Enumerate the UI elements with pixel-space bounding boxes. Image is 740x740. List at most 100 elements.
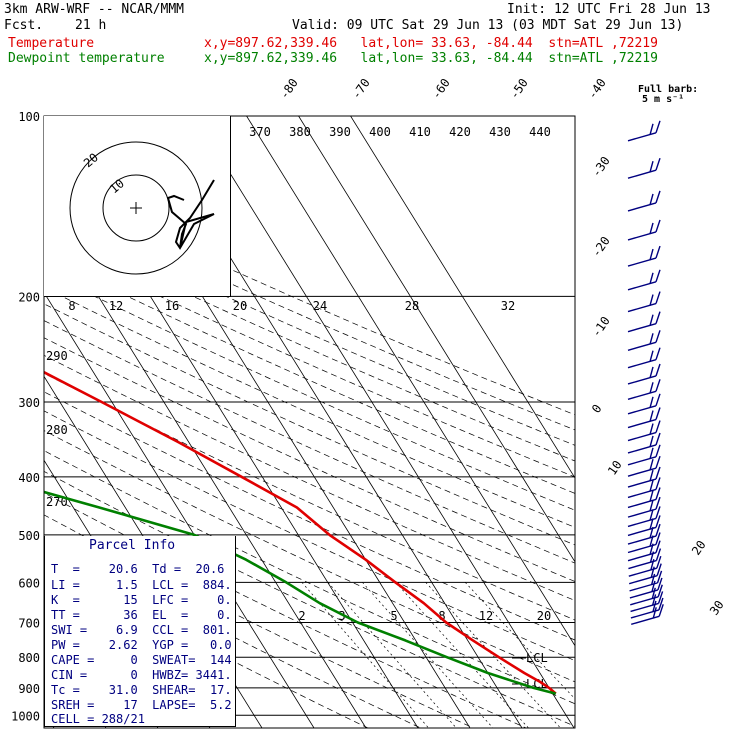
wind-barb xyxy=(627,269,661,291)
wind-barb xyxy=(627,487,661,509)
profile-line xyxy=(44,490,557,695)
parcel-info-panel: Parcel Info T = 20.6 Td = 20.6 LI = 1.5 … xyxy=(44,536,236,727)
wind-barb xyxy=(627,157,661,179)
isotherm-label: -40 xyxy=(585,76,609,102)
pressure-tick-label: 300 xyxy=(18,396,40,410)
parcel-row-k: K = 15 LFC = 0. xyxy=(51,593,232,607)
hodograph-ring-label-10: 10 xyxy=(107,176,127,196)
forecast-value: 21 h xyxy=(75,18,107,33)
isotherm-label: -50 xyxy=(507,76,531,102)
wind-barb xyxy=(627,311,661,333)
isotherm-line xyxy=(350,116,575,479)
wind-barb xyxy=(627,523,661,545)
wind-barb xyxy=(627,347,661,369)
wind-barb xyxy=(627,393,661,415)
theta-side-label: 270 xyxy=(46,495,68,509)
pressure-tick-label: 1000 xyxy=(11,709,40,723)
mixing-ratio-line xyxy=(301,582,429,728)
mixing-ratio-label: 5 xyxy=(390,609,397,623)
parcel-row-cell: CELL = 288/21 xyxy=(51,712,145,726)
isotherm-label: 20 xyxy=(689,538,709,558)
pressure-tick-label: 200 xyxy=(18,290,40,304)
temperature-legend: Temperature xyxy=(8,36,95,51)
hodograph-wind-label: 32 xyxy=(501,299,515,313)
wind-barb xyxy=(627,120,661,142)
wind-barb xyxy=(627,515,661,537)
pressure-tick-label: 400 xyxy=(18,471,40,485)
pressure-tick-label: 500 xyxy=(18,529,40,543)
hodograph-trace xyxy=(166,179,215,250)
isotherm-label: -70 xyxy=(349,76,373,102)
theta-label: 420 xyxy=(449,125,471,139)
wind-barb xyxy=(630,591,664,613)
wind-barb xyxy=(627,466,661,488)
hodograph-wind-label: 12 xyxy=(109,299,123,313)
wind-barb xyxy=(627,532,661,554)
lcl-label: LCL xyxy=(526,651,548,665)
wind-barb xyxy=(627,245,661,267)
theta-label: 440 xyxy=(529,125,551,139)
dry-adiabat-line xyxy=(44,470,575,727)
isotherm-line xyxy=(298,116,575,563)
wind-barb xyxy=(627,420,661,442)
isotherm-line xyxy=(44,291,315,728)
valid-time: Valid: 09 UTC Sat 29 Jun 13 (03 MDT Sat … xyxy=(292,18,684,33)
dry-adiabat-line xyxy=(44,430,575,683)
parcel-row-tt: TT = 36 EL = 0. xyxy=(51,608,232,622)
theta-label: 370 xyxy=(249,125,271,139)
pressure-tick-label: 100 xyxy=(18,110,40,124)
isotherm-label: -60 xyxy=(429,76,453,102)
profile-line xyxy=(44,370,557,695)
wind-barb xyxy=(627,506,661,528)
mixing-ratio-line xyxy=(327,582,457,728)
wind-barb xyxy=(627,540,661,562)
parcel-row-t: T = 20.6 Td = 20.6 xyxy=(51,562,225,576)
barb-legend-line2: 5 m s⁻¹ xyxy=(642,94,685,105)
wind-barb xyxy=(627,190,661,212)
init-time: Init: 12 UTC Fri 28 Jun 13 xyxy=(507,2,711,17)
isotherm-label: 10 xyxy=(605,458,625,478)
pressure-tick-label: 900 xyxy=(18,682,40,696)
theta-label: 390 xyxy=(329,125,351,139)
wind-barb xyxy=(627,496,661,518)
wind-barb xyxy=(628,555,662,577)
mixing-ratio-line xyxy=(425,582,561,728)
wind-barb xyxy=(627,379,661,400)
dewpoint-location: x,y=897.62,339.46 lat,lon= 33.63, -84.44… xyxy=(204,51,658,66)
dewpoint-legend: Dewpoint temperature xyxy=(8,51,165,66)
wind-barb xyxy=(630,597,664,619)
hodograph-wind-label: 8 xyxy=(68,299,75,313)
hodograph-wind-label: 16 xyxy=(165,299,179,313)
hodograph-ring-inner xyxy=(102,174,170,242)
hodograph-wind-label: 20 xyxy=(233,299,247,313)
hodograph-wind-label: 24 xyxy=(313,299,327,313)
mixing-ratio-line xyxy=(362,582,494,728)
isotherm-label: -80 xyxy=(277,76,301,102)
wind-barb xyxy=(627,330,661,351)
wind-barb xyxy=(629,570,663,592)
isotherm-label: -30 xyxy=(589,154,613,180)
parcel-row-cape: CAPE = 0 SWEAT= 144 xyxy=(51,653,232,667)
wind-barb xyxy=(627,477,661,499)
parcel-info-title: Parcel Info xyxy=(89,538,176,553)
pressure-tick-label: 800 xyxy=(18,651,40,665)
dry-adiabat-line xyxy=(44,320,575,564)
dry-adiabat-line xyxy=(44,255,575,494)
mixing-ratio-label: 12 xyxy=(479,609,493,623)
temperature-location: x,y=897.62,339.46 lat,lon= 33.63, -84.44… xyxy=(204,36,658,51)
theta-side-label: 280 xyxy=(46,423,68,437)
isotherm-label: -20 xyxy=(589,234,613,260)
wind-barb xyxy=(627,291,661,313)
mixing-ratio-label: 20 xyxy=(537,609,551,623)
hodograph-inset: 10 20 xyxy=(44,116,231,297)
wind-barb xyxy=(627,407,661,429)
theta-label: 410 xyxy=(409,125,431,139)
plot-frame xyxy=(43,115,576,729)
dry-adiabat-line xyxy=(44,182,575,416)
wind-barb xyxy=(627,219,661,241)
theta-side-label: 290 xyxy=(46,349,68,363)
hodograph-wind-label: 28 xyxy=(405,299,419,313)
isotherm-line xyxy=(246,116,575,647)
parcel-row-sreh: SREH = 17 LAPSE= 5.2 xyxy=(51,698,232,712)
parcel-row-li: LI = 1.5 LCL = 884. xyxy=(51,578,232,592)
